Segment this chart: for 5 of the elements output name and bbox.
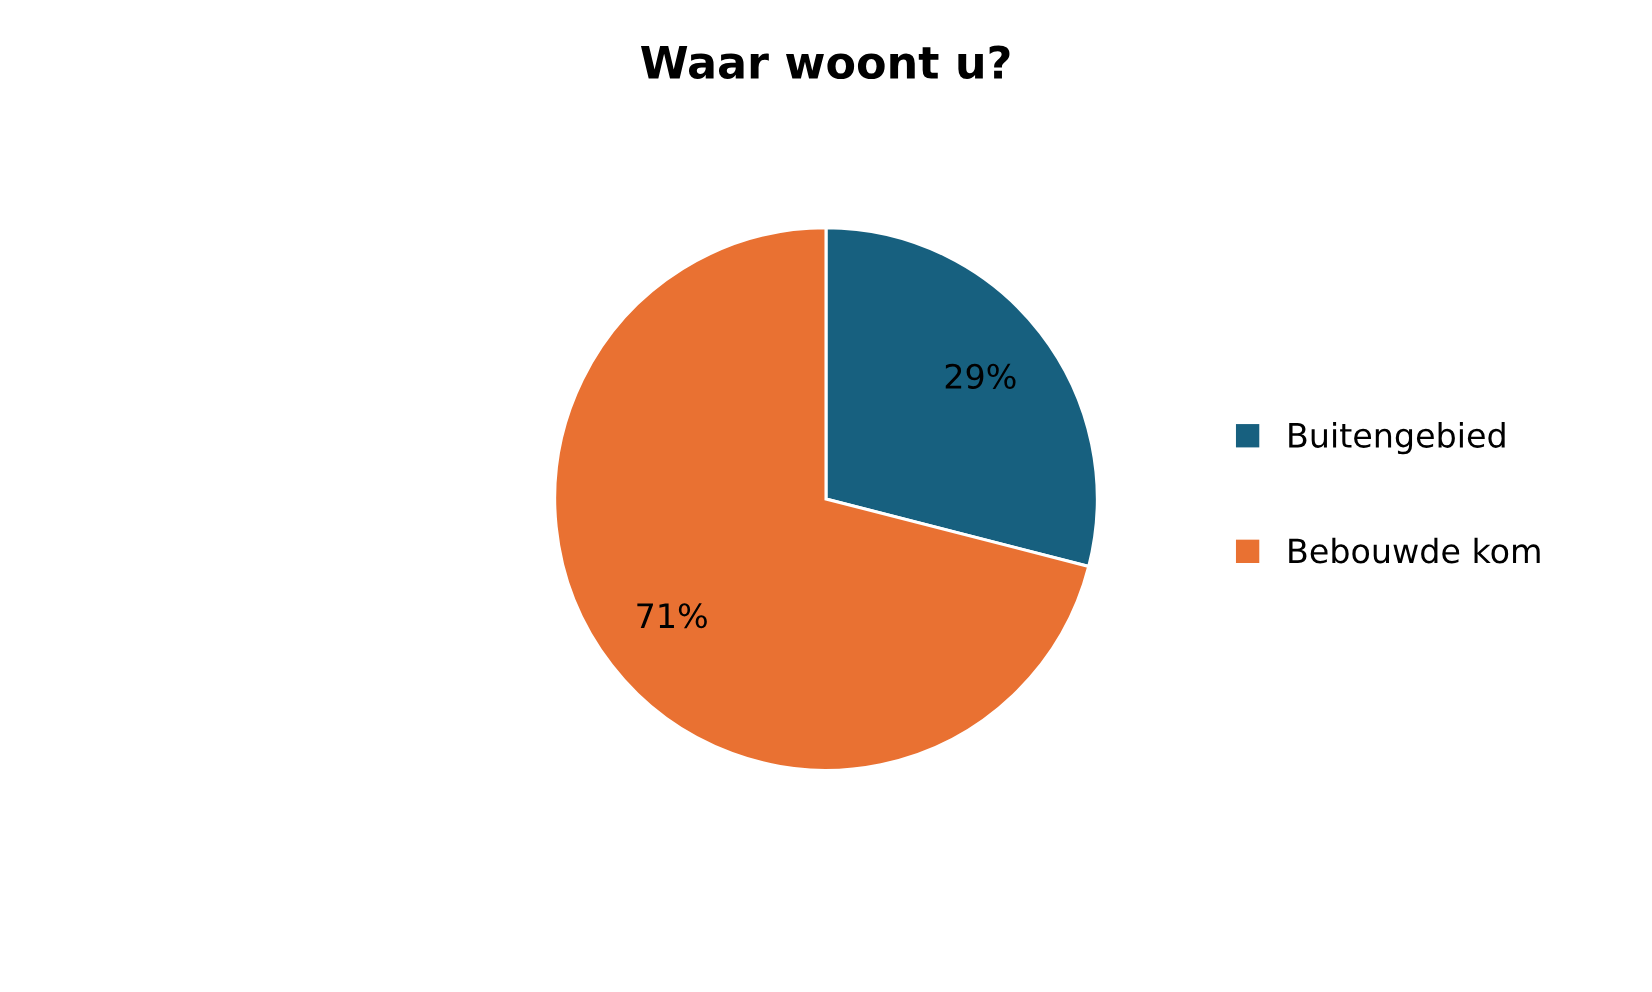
data-label: 29% [945, 363, 1016, 389]
legend-label: Bebouwde kom [1289, 537, 1540, 564]
legend-label: Buitengebied [1289, 422, 1505, 455]
data-label: 71% [637, 603, 707, 629]
chart-title: Waar woont u? [640, 45, 1010, 80]
